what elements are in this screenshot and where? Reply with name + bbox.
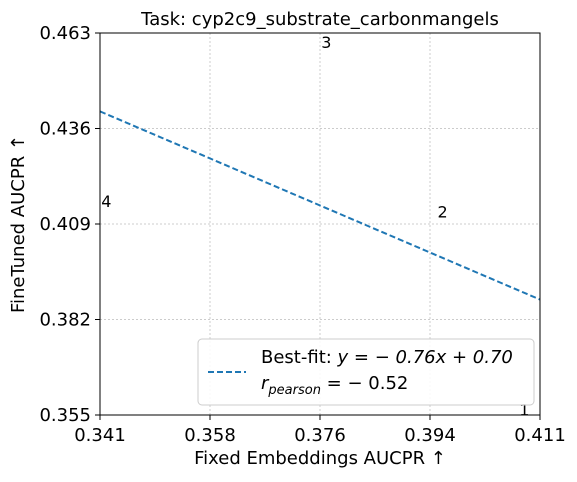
grid bbox=[100, 33, 540, 415]
point-label: 1 bbox=[519, 401, 529, 420]
legend-r-value: = − 0.52 bbox=[321, 373, 408, 394]
point-label: 4 bbox=[101, 192, 111, 211]
x-axis-ticks: 0.341 0.358 0.376 0.394 0.411 bbox=[74, 415, 566, 446]
x-tick-label: 0.376 bbox=[294, 425, 346, 446]
point-label: 3 bbox=[321, 33, 331, 52]
legend-r-symbol: r bbox=[261, 373, 270, 394]
y-tick-label: 0.355 bbox=[39, 405, 91, 426]
x-tick-label: 0.358 bbox=[184, 425, 236, 446]
legend-fit-entry: Best-fit: y = − 0.76x + 0.70 bbox=[261, 347, 513, 368]
legend-fit-equation: y = − 0.76x + 0.70 bbox=[337, 347, 513, 368]
y-tick-label: 0.436 bbox=[39, 119, 91, 140]
legend-r-subscript: pearson bbox=[267, 383, 321, 398]
point-label: 2 bbox=[437, 203, 447, 222]
point-labels: 1 2 3 4 bbox=[101, 33, 529, 420]
x-tick-label: 0.394 bbox=[404, 425, 456, 446]
y-axis-ticks: 0.355 0.382 0.409 0.436 0.463 bbox=[39, 23, 100, 426]
fit-line bbox=[99, 110, 541, 301]
y-axis-label: FineTuned AUCPR ↑ bbox=[8, 135, 29, 313]
x-tick-label: 0.411 bbox=[514, 425, 566, 446]
x-tick-label: 0.341 bbox=[74, 425, 126, 446]
y-tick-label: 0.382 bbox=[39, 310, 91, 331]
fit-line-group bbox=[99, 110, 541, 301]
chart-title: Task: cyp2c9_substrate_carbonmangels bbox=[140, 9, 499, 30]
y-tick-label: 0.409 bbox=[39, 214, 91, 235]
legend: Best-fit: y = − 0.76x + 0.70 rpearson = … bbox=[197, 338, 535, 406]
y-tick-label: 0.463 bbox=[39, 23, 91, 44]
x-axis-label: Fixed Embeddings AUCPR ↑ bbox=[194, 448, 446, 469]
legend-r-entry: rpearson = − 0.52 bbox=[261, 373, 408, 398]
legend-fit-prefix: Best-fit: bbox=[261, 347, 338, 368]
legend-box bbox=[197, 338, 535, 406]
